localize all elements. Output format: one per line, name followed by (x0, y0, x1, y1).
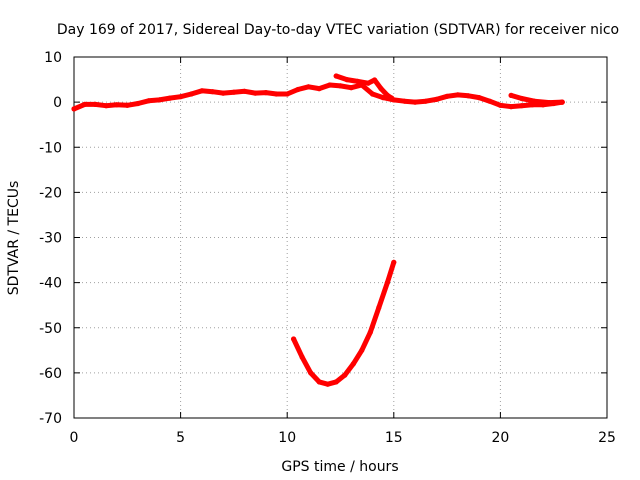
data-point (333, 73, 339, 79)
data-point (369, 91, 376, 97)
data-point (487, 98, 493, 104)
x-tick-label: 20 (491, 430, 509, 446)
y-tick-label: 0 (53, 95, 62, 111)
data-series (71, 73, 565, 387)
data-point (124, 102, 130, 108)
y-tick-label: -50 (39, 321, 62, 337)
data-point (135, 100, 141, 107)
series-line (291, 259, 397, 387)
data-point (384, 92, 390, 98)
data-point (299, 354, 305, 360)
x-tick-label: 25 (598, 430, 616, 446)
data-point (71, 106, 77, 112)
data-point (389, 95, 395, 101)
data-point (316, 86, 322, 92)
x-tick-label: 5 (176, 430, 185, 446)
y-tick-label: -60 (39, 366, 62, 382)
data-point (327, 82, 333, 88)
y-tick-label: -20 (39, 185, 62, 201)
data-point (497, 102, 503, 108)
data-point (384, 280, 390, 286)
x-tick-label: 15 (385, 430, 403, 446)
data-point (546, 100, 553, 106)
data-point (378, 86, 384, 92)
data-point (391, 259, 397, 265)
data-point (103, 103, 109, 109)
data-point (178, 94, 184, 100)
data-point (433, 96, 439, 102)
data-point (372, 77, 378, 83)
data-point (295, 86, 301, 93)
data-point (291, 336, 297, 342)
data-point (348, 85, 354, 91)
plot-frame (73, 56, 608, 419)
axis-ticks: 0 5 10 15 20 25 10 0 -10 -20 -30 -40 -50 -60 -70 (39, 50, 616, 446)
y-tick-label: -10 (39, 140, 62, 156)
data-point (146, 98, 152, 104)
data-point (316, 379, 322, 385)
data-point (401, 98, 408, 104)
chart-title: Day 169 of 2017, Sidereal Day-to-day VTE… (57, 22, 619, 38)
data-point (508, 104, 514, 110)
data-point (355, 78, 361, 84)
data-point (210, 89, 216, 95)
data-point (82, 101, 88, 107)
data-point (333, 379, 339, 385)
y-axis-label: SDTVAR / TECUs (6, 181, 22, 296)
x-tick-label: 0 (70, 430, 79, 446)
data-point (188, 91, 194, 97)
data-point (444, 93, 450, 99)
data-point (252, 90, 258, 96)
x-tick-label: 10 (278, 430, 296, 446)
data-point (455, 92, 461, 98)
grid-lines (74, 57, 607, 418)
y-tick-label: -40 (39, 276, 62, 292)
data-point (92, 101, 98, 107)
data-point (231, 89, 237, 95)
data-point (508, 92, 514, 98)
data-point (412, 99, 418, 105)
data-point (465, 93, 471, 99)
data-point (367, 329, 373, 335)
data-point (308, 370, 314, 376)
data-point (531, 98, 538, 104)
x-axis-label: GPS time / hours (281, 459, 398, 475)
y-tick-label: -30 (39, 231, 62, 247)
data-point (242, 88, 248, 94)
data-point (376, 304, 382, 310)
data-point (342, 372, 348, 378)
data-point (305, 84, 312, 90)
data-point (519, 103, 525, 109)
data-point (559, 99, 565, 105)
data-point (350, 361, 356, 367)
data-point (273, 91, 280, 97)
data-point (325, 381, 331, 387)
data-point (423, 98, 429, 104)
data-point (359, 347, 365, 353)
data-point (344, 77, 350, 83)
y-tick-label: -70 (39, 411, 62, 427)
data-point (337, 83, 344, 89)
data-point (263, 90, 269, 96)
data-point (156, 97, 162, 103)
data-point (199, 88, 205, 94)
data-point (519, 95, 525, 102)
data-point (167, 95, 173, 101)
data-point (476, 95, 482, 101)
data-point (380, 95, 386, 101)
data-point (284, 91, 290, 97)
data-point (220, 90, 226, 96)
data-point (365, 80, 371, 86)
y-tick-label: 10 (44, 50, 62, 66)
data-point (114, 102, 120, 108)
